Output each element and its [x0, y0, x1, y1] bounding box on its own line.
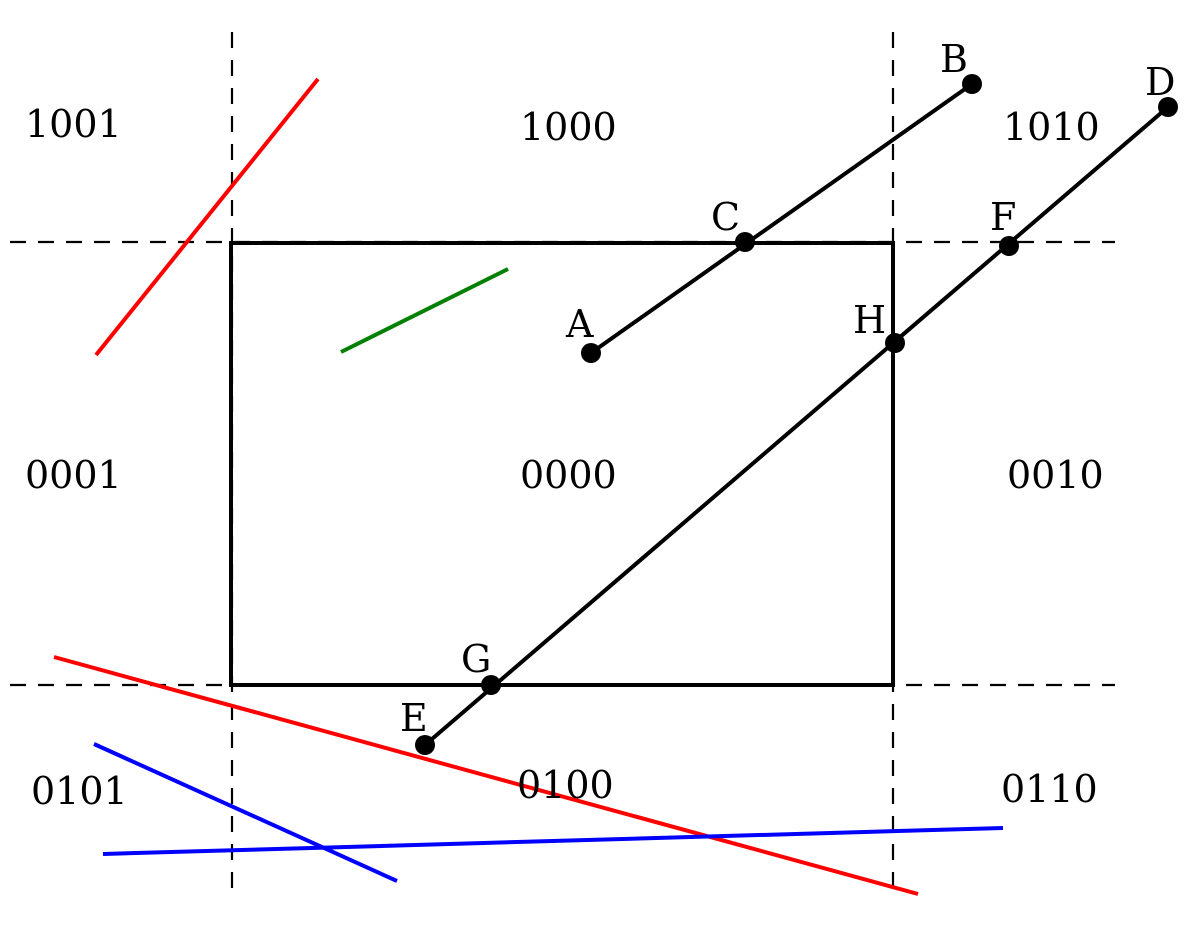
- region-0010: 0010: [1007, 453, 1104, 497]
- clip-window: [229, 241, 895, 687]
- region-1000: 1000: [520, 105, 617, 149]
- segment-a-b: [589, 82, 974, 355]
- region-0001: 0001: [25, 453, 122, 497]
- region-1010: 1010: [1003, 105, 1100, 149]
- region-0100: 0100: [517, 763, 614, 807]
- red-segment-bottom: [53, 655, 919, 896]
- label-h: H: [853, 298, 886, 342]
- point-g: [481, 675, 501, 695]
- point-f: [999, 236, 1019, 256]
- point-b: [962, 74, 982, 94]
- label-c: C: [711, 195, 740, 239]
- region-0000: 0000: [520, 453, 617, 497]
- red-segment-top-left: [94, 77, 320, 357]
- green-segment-inside: [340, 267, 509, 354]
- point-h: [885, 333, 905, 353]
- point-c: [735, 232, 755, 252]
- label-d: D: [1145, 60, 1175, 104]
- point-e: [415, 735, 435, 755]
- label-f: F: [990, 195, 1016, 239]
- region-0101: 0101: [31, 769, 128, 813]
- label-a: A: [565, 302, 594, 346]
- region-1001: 1001: [25, 102, 122, 146]
- region-0110: 0110: [1001, 767, 1098, 811]
- segment-e-d: [423, 105, 1170, 747]
- blue-segment-diagonal: [93, 742, 398, 883]
- label-b: B: [940, 37, 968, 81]
- blue-segment-horizontal: [102, 826, 1004, 856]
- label-g: G: [461, 637, 491, 681]
- point-d: [1158, 97, 1178, 117]
- point-a: [581, 343, 601, 363]
- label-e: E: [400, 696, 428, 740]
